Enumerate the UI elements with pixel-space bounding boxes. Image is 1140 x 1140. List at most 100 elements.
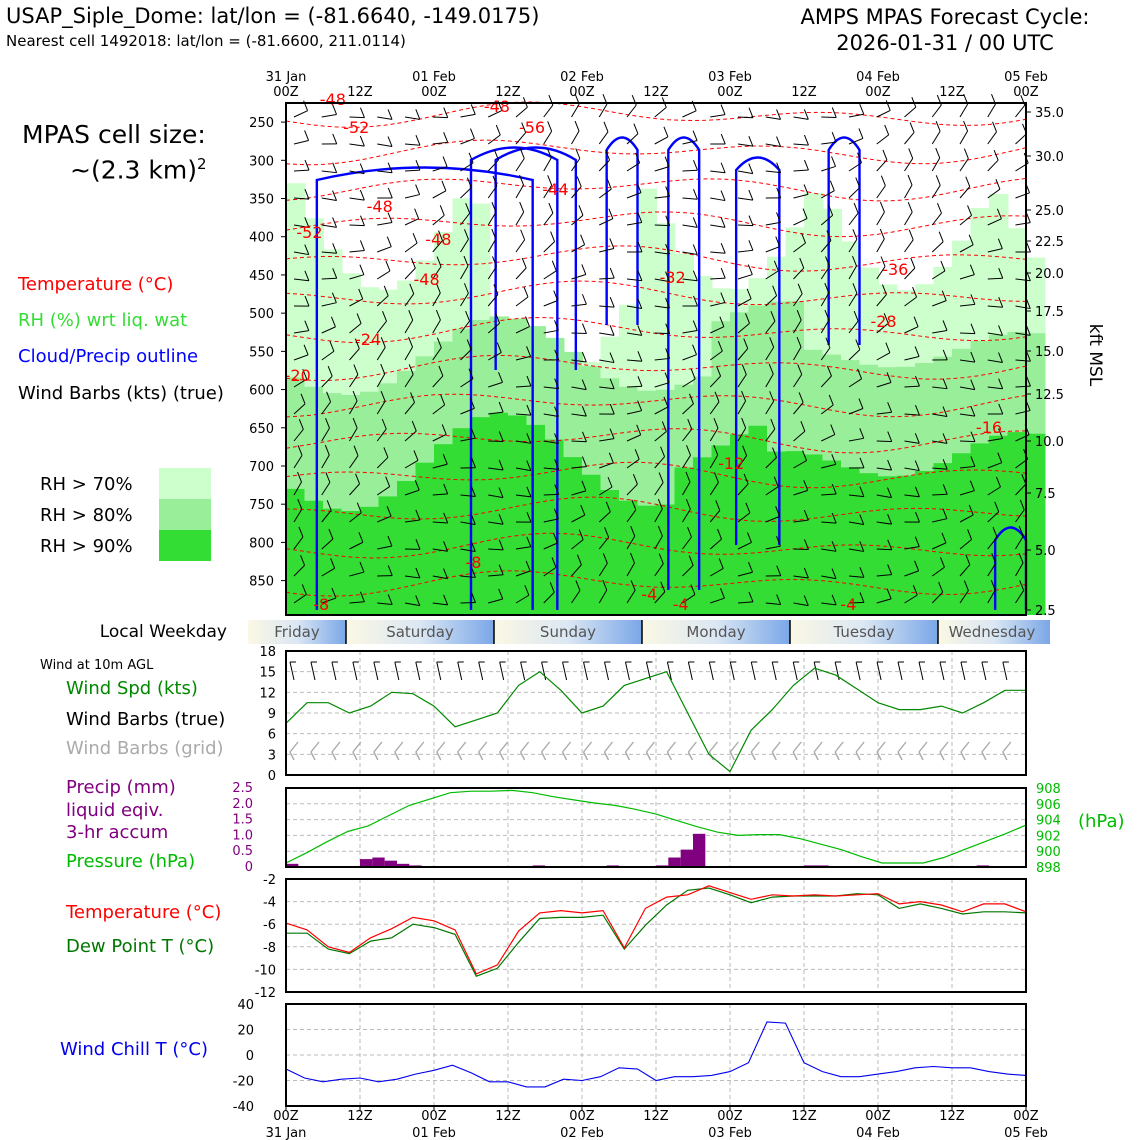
- temperature-contour-label: -52: [343, 118, 369, 137]
- temperature-contour-label: -48: [367, 197, 393, 216]
- bottom-date-label: 02 Feb: [560, 1126, 604, 1140]
- rh90-cell: [693, 457, 713, 615]
- rh90-cell: [564, 457, 584, 615]
- precip-ytick-label: 0.5: [232, 844, 253, 859]
- weekday-name: Tuesday: [832, 623, 894, 641]
- top-hour-label: 12Z: [791, 85, 817, 100]
- kft-tick-label: 35.0: [1035, 106, 1064, 121]
- rh90-cell: [471, 417, 491, 615]
- rh90-cell: [545, 440, 565, 615]
- precip-bar: [372, 858, 384, 867]
- rh90-cell: [823, 461, 843, 615]
- temp-ytick-label: -10: [255, 963, 276, 978]
- rh90-cell: [804, 455, 824, 615]
- rh90-cell: [490, 413, 510, 615]
- weekday-label: Local Weekday: [100, 622, 227, 642]
- precip-bar: [360, 859, 372, 867]
- top-date-label: 05 Feb: [1004, 70, 1048, 85]
- bottom-hour-label: 12Z: [643, 1109, 669, 1124]
- kft-tick-label: 25.0: [1035, 204, 1064, 219]
- pressure-label: Pressure (hPa): [66, 851, 195, 872]
- temperature-contour-label: -4: [840, 595, 856, 614]
- weekday-name: Wednesday: [949, 623, 1036, 641]
- wind-barb-shaft: [738, 225, 753, 226]
- pressure-tick-label: 600: [249, 384, 274, 399]
- temperature-contour-label: -48: [414, 270, 440, 289]
- bottom-date-label: 04 Feb: [856, 1126, 900, 1140]
- top-date-label: 02 Feb: [560, 70, 604, 85]
- bottom-hour-label: 00Z: [421, 1109, 447, 1124]
- windchill-label: Wind Chill T (°C): [60, 1039, 208, 1060]
- top-hour-label: 00Z: [865, 85, 891, 100]
- bottom-date-label: 31 Jan: [266, 1126, 307, 1140]
- kft-tick-label: 30.0: [1035, 150, 1064, 165]
- wind-barb-shaft: [544, 494, 559, 495]
- rh90-cell: [342, 511, 362, 615]
- temperature-label: Temperature (°C): [65, 902, 221, 923]
- bottom-hour-label: 00Z: [569, 1109, 595, 1124]
- rh90-cell: [786, 451, 806, 615]
- bottom-date-label: 05 Feb: [1004, 1126, 1048, 1140]
- precip-bar: [668, 858, 680, 867]
- top-hour-label: 12Z: [643, 85, 669, 100]
- wind-ytick-label: 15: [259, 666, 276, 681]
- pressure-unit-label: (hPa): [1078, 811, 1125, 832]
- rh90-cell: [897, 476, 917, 615]
- top-hour-label: 00Z: [1013, 85, 1039, 100]
- rh90-cell: [767, 452, 787, 615]
- precip-ytick-label: 0: [245, 860, 253, 875]
- precip-accum-label: 3-hr accum: [66, 822, 168, 843]
- wind-speed-label: Wind Spd (kts): [66, 678, 198, 699]
- rh90-cell: [841, 467, 861, 615]
- wind-barbs-true-label: Wind Barbs (true): [66, 709, 225, 730]
- rh90-cell: [934, 463, 954, 615]
- wind-barb-shaft: [350, 225, 365, 226]
- pressure-tick-label: 800: [249, 536, 274, 551]
- rh90-cell: [527, 425, 547, 615]
- bottom-date-label: 03 Feb: [708, 1126, 752, 1140]
- temperature-contour-label: -48: [320, 90, 346, 109]
- temperature-contour-label: -48: [425, 230, 451, 249]
- windchill-ytick-label: -40: [233, 1100, 254, 1115]
- pressure-tick-label: 500: [249, 307, 274, 322]
- precip-ytick-label: 1.0: [232, 828, 253, 843]
- kft-tick-label: 17.5: [1035, 305, 1064, 320]
- bottom-hour-label: 00Z: [865, 1109, 891, 1124]
- bottom-hour-label: 00Z: [717, 1109, 743, 1124]
- precip-label: Precip (mm): [66, 777, 176, 798]
- temperature-contour-label: -56: [519, 118, 545, 137]
- temp-ytick-label: -2: [263, 873, 276, 888]
- pressure-ytick-label: 906: [1036, 798, 1061, 813]
- pressure-tick-label: 300: [249, 154, 274, 169]
- weekday-name: Sunday: [540, 623, 596, 641]
- windchill-ytick-label: 20: [237, 1024, 254, 1039]
- pressure-tick-label: 700: [249, 460, 274, 475]
- top-hour-label: 00Z: [273, 85, 299, 100]
- kft-tick-label: 12.5: [1035, 388, 1064, 403]
- wind-barb-shaft: [572, 333, 587, 334]
- temp-ytick-label: -8: [263, 941, 276, 956]
- temperature-contour-label: -48: [484, 97, 510, 116]
- wind-barb-shaft: [877, 441, 892, 442]
- rh90-cell: [582, 475, 602, 615]
- temperature-contour-label: -36: [882, 260, 908, 279]
- kft-tick-label: 5.0: [1035, 544, 1056, 559]
- pressure-ytick-label: 900: [1036, 845, 1061, 860]
- temperature-contour-label: -16: [976, 418, 1002, 437]
- temperature-contour-label: -32: [660, 268, 686, 287]
- rh90-cell: [434, 444, 454, 615]
- temperature-contour-label: -24: [355, 330, 381, 349]
- top-date-label: 31 Jan: [266, 70, 307, 85]
- rh90-cell: [397, 481, 417, 615]
- wind-barb-shaft: [433, 117, 448, 118]
- temperature-contour-label: -4: [641, 585, 657, 604]
- pressure-ytick-label: 908: [1036, 782, 1061, 797]
- bottom-hour-label: 12Z: [347, 1109, 373, 1124]
- temperature-contour-label: -4: [673, 595, 689, 614]
- top-hour-label: 00Z: [569, 85, 595, 100]
- wind-barb-shaft: [655, 333, 670, 334]
- precip-liquid-label: liquid eqiv.: [66, 800, 163, 821]
- wind-ytick-label: 3: [268, 748, 276, 763]
- windchill-ytick-label: -20: [233, 1075, 254, 1090]
- pressure-tick-label: 350: [249, 193, 274, 208]
